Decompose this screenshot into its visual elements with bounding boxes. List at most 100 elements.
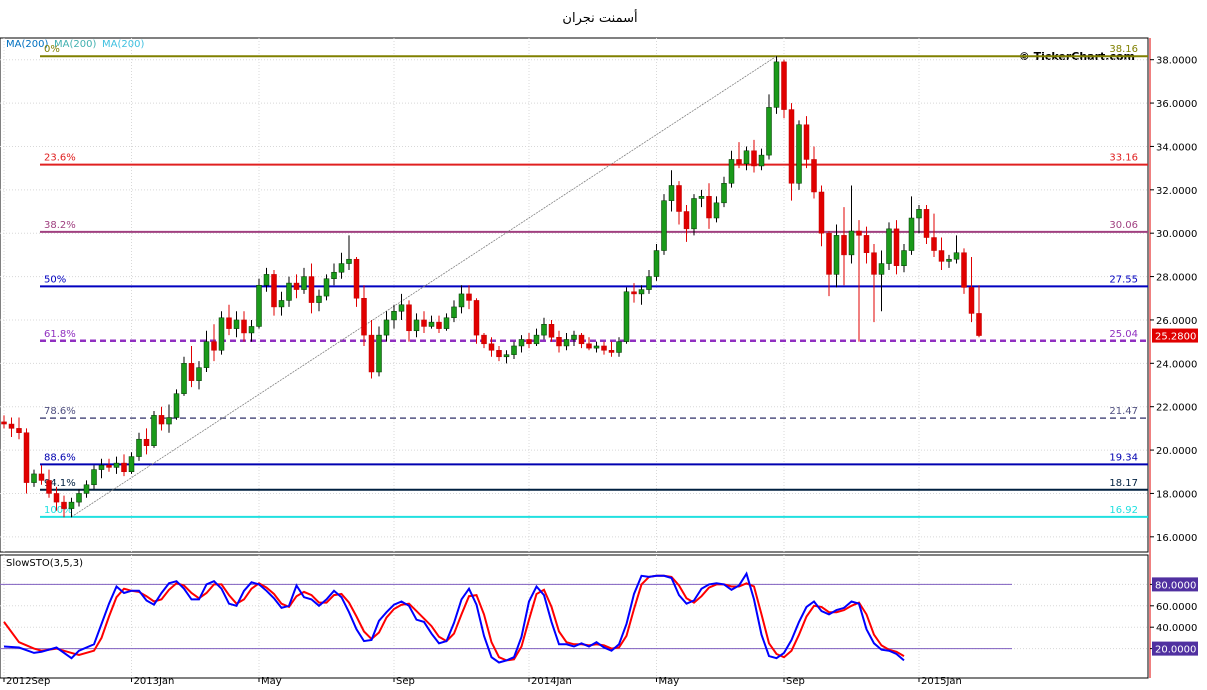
price-tick-label: 30.0000: [1156, 229, 1197, 240]
candle: [413, 313, 420, 338]
candle-body: [496, 350, 502, 358]
candle-body: [151, 415, 157, 446]
candle: [46, 469, 52, 498]
candle-body: [623, 291, 630, 342]
candle-body: [271, 274, 277, 308]
candle-body: [601, 345, 607, 351]
price-tick-label: 18.0000: [1156, 489, 1197, 500]
candle: [286, 276, 292, 307]
stochastic-tick-label: 40.0000: [1156, 623, 1197, 634]
candle-body: [361, 298, 367, 336]
candle: [353, 257, 360, 307]
candle: [796, 120, 802, 190]
candle: [331, 263, 337, 286]
candle-body: [533, 334, 540, 345]
candle-body: [308, 276, 315, 303]
candle: [751, 139, 757, 173]
fib-value-label: 25.04: [1109, 329, 1138, 340]
candle-body: [473, 300, 480, 336]
candle-body: [98, 464, 105, 470]
candle: [316, 289, 322, 312]
candle: [871, 244, 877, 323]
candle: [931, 213, 937, 258]
candle: [76, 489, 82, 507]
candle: [548, 319, 555, 342]
candle-body: [773, 61, 780, 108]
candle: [946, 254, 952, 268]
price-tick-label: 16.0000: [1156, 533, 1197, 544]
candle: [878, 250, 885, 312]
candle: [436, 315, 442, 333]
stochastic-threshold-tag: [1152, 577, 1198, 592]
candle-body: [518, 339, 525, 347]
fib-value-label: 30.06: [1109, 220, 1138, 231]
candle-body: [796, 124, 802, 184]
x-axis: 2012Sep 2013Jan May Sep 2014Jan May Sep 2015Jan: [3, 676, 962, 687]
candle: [466, 285, 472, 310]
price-tick-label: 32.0000: [1156, 186, 1197, 197]
candle-body: [713, 202, 720, 219]
candle-body: [886, 228, 892, 264]
candle: [128, 452, 135, 474]
candle: [383, 311, 390, 342]
candle-body: [233, 319, 240, 329]
candle-body: [23, 432, 30, 483]
candle: [398, 293, 405, 320]
price-tick-label: 22.0000: [1156, 403, 1197, 414]
stochastic-tick-label: 60.0000: [1156, 602, 1197, 613]
candle: [893, 220, 900, 275]
candle: [743, 146, 750, 171]
candle-body: [788, 109, 795, 184]
candle-body: [781, 61, 787, 110]
candle: [173, 389, 180, 420]
candle-body: [608, 350, 615, 353]
candle: [826, 231, 832, 297]
candle-body: [323, 278, 330, 297]
candle: [961, 248, 967, 294]
candle-body: [931, 237, 937, 251]
candle: [608, 341, 615, 357]
candle-body: [653, 250, 660, 277]
candle-body: [578, 334, 585, 345]
candle: [166, 404, 172, 433]
candle: [968, 257, 975, 323]
candle: [271, 270, 277, 316]
candle-body: [743, 150, 750, 165]
candle: [841, 207, 847, 286]
candle: [668, 170, 675, 212]
candle-body: [368, 334, 375, 373]
candle-body: [646, 276, 652, 290]
candle: [31, 469, 37, 487]
candle-body: [586, 343, 592, 349]
candle-body: [128, 456, 135, 473]
candle-body: [166, 417, 172, 425]
candle: [496, 345, 502, 362]
x-tick-label: 2013Jan: [134, 676, 175, 686]
candle: [233, 311, 240, 338]
candle: [886, 222, 892, 271]
candle: [391, 304, 397, 329]
candle: [916, 204, 922, 234]
candle: [368, 319, 375, 379]
candle-body: [76, 493, 82, 503]
candle: [376, 326, 382, 377]
candle-body: [38, 473, 45, 481]
candle-body: [113, 462, 120, 468]
candle: [451, 300, 457, 323]
fib-value-label: 21.47: [1109, 406, 1138, 417]
candle: [136, 432, 142, 461]
candle: [691, 194, 697, 236]
candle-body: [91, 469, 97, 486]
fib-trendline: [71, 55, 777, 518]
candle-body: [421, 319, 427, 327]
price-tick-label: 24.0000: [1156, 359, 1197, 370]
candle-body: [893, 228, 900, 266]
candle-body: [331, 271, 337, 279]
candle: [706, 183, 712, 229]
candle: [361, 285, 367, 346]
candle: [818, 185, 825, 247]
candle: [713, 196, 720, 223]
candle-body: [241, 319, 247, 334]
candle: [338, 252, 345, 279]
